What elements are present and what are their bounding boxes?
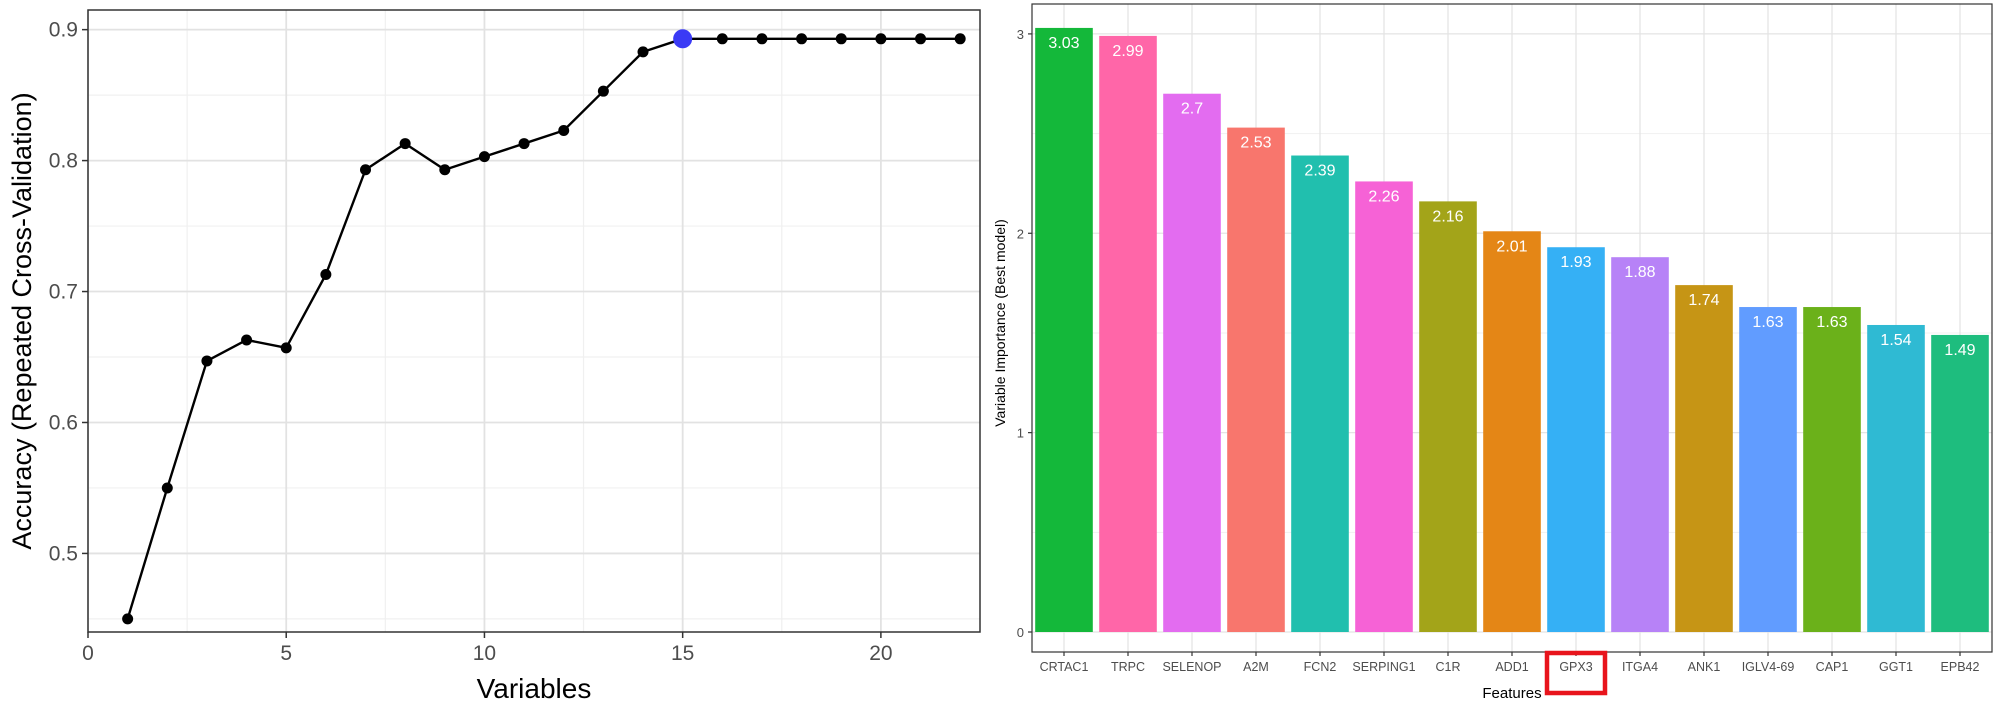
x-axis-title: Features	[1482, 685, 1541, 702]
x-tick-label: FCN2	[1304, 660, 1337, 674]
x-tick-label: 20	[869, 642, 892, 665]
y-tick-label: 0.5	[49, 542, 78, 565]
x-tick-label: SERPING1	[1352, 660, 1415, 674]
bar-value-label: 1.49	[1944, 342, 1975, 359]
x-tick-label: CAP1	[1816, 660, 1849, 674]
accuracy-line-chart: 0 5 10 15 20 0.5 0.6 0.7 0.8 0.9 Variables Accuracy…	[7, 9, 981, 704]
highlight-box	[1544, 650, 1608, 696]
bar-selenop	[1163, 93, 1221, 632]
x-tick-label: 15	[671, 642, 694, 665]
bar-value-label: 2.01	[1496, 238, 1527, 255]
data-point	[597, 85, 609, 97]
bar-itga4	[1611, 257, 1669, 632]
x-tick-label: ANK1	[1688, 660, 1721, 674]
bar-value-label: 1.74	[1688, 292, 1719, 309]
plot-panel	[88, 10, 980, 632]
data-point	[399, 138, 411, 150]
x-tick-label: C1R	[1435, 660, 1460, 674]
bar-value-label: 2.16	[1432, 208, 1463, 225]
bar-value-label: 2.26	[1368, 188, 1399, 205]
data-point	[954, 33, 966, 45]
data-point	[915, 33, 927, 45]
importance-bar-chart: 0 1 2 3 3.03 CRTAC1 2.99 TRPC 2.7 SELENOP 2.53 A2M 2…	[992, 3, 1993, 702]
data-point	[835, 33, 847, 45]
x-tick-label: 10	[473, 642, 496, 665]
x-tick-label: GGT1	[1879, 660, 1913, 674]
bar-value-label: 1.88	[1624, 264, 1655, 281]
x-tick-label: IGLV4-69	[1742, 660, 1795, 674]
data-point	[122, 613, 134, 625]
bar-add1	[1483, 231, 1541, 632]
y-axis-title: Variable Importance (Best model)	[992, 219, 1008, 427]
data-point	[478, 151, 490, 163]
data-point	[637, 46, 649, 58]
bar-value-label: 3.03	[1048, 35, 1079, 52]
bar-fcn2	[1291, 155, 1349, 632]
bar-trpc	[1099, 35, 1157, 632]
bar-value-label: 1.93	[1560, 254, 1591, 271]
x-tick-label: GPX3	[1559, 660, 1592, 674]
bar-a2m	[1227, 127, 1285, 632]
x-tick-label: ADD1	[1495, 660, 1528, 674]
data-point	[280, 342, 292, 354]
bar-epb42	[1931, 334, 1989, 632]
y-tick-label: 0.7	[49, 281, 78, 304]
bar-value-label: 2.99	[1112, 43, 1143, 60]
x-tick-label: 0	[82, 642, 94, 665]
x-tick-label: 5	[280, 642, 292, 665]
bar-gpx3	[1547, 247, 1605, 632]
bar-iglv4-69	[1739, 307, 1797, 632]
data-point	[796, 33, 808, 45]
y-tick-label: 0.6	[49, 411, 78, 434]
plot-border	[87, 9, 981, 633]
bar-c1r	[1419, 201, 1477, 632]
bar-cap1	[1803, 307, 1861, 632]
data-point	[875, 33, 887, 45]
x-tick-label: CRTAC1	[1040, 660, 1089, 674]
y-axis-title: Accuracy (Repeated Cross-Validation)	[7, 92, 37, 549]
bar-serping1	[1355, 181, 1413, 632]
data-point	[320, 269, 332, 281]
bar-ggt1	[1867, 324, 1925, 632]
x-tick-label: SELENOP	[1162, 660, 1221, 674]
y-tick-label: 1	[1017, 426, 1024, 441]
bar-ank1	[1675, 285, 1733, 632]
x-tick-label: EPB42	[1941, 660, 1980, 674]
data-point	[716, 33, 728, 45]
y-tick-label: 0	[1017, 625, 1024, 640]
data-point	[558, 124, 570, 136]
data-point	[161, 482, 173, 494]
data-point	[360, 164, 372, 176]
x-tick-label: ITGA4	[1622, 660, 1658, 674]
data-point	[518, 138, 530, 150]
bar-value-label: 1.54	[1880, 332, 1911, 349]
y-tick-label: 3	[1017, 27, 1024, 42]
y-tick-label: 0.9	[49, 19, 78, 42]
x-tick-label: A2M	[1243, 660, 1269, 674]
data-point	[201, 355, 213, 367]
bar-value-label: 1.63	[1816, 314, 1847, 331]
bar-value-label: 1.63	[1752, 314, 1783, 331]
bar-value-label: 2.7	[1181, 101, 1203, 118]
data-point	[756, 33, 768, 45]
best-point	[673, 29, 693, 49]
y-tick-label: 0.8	[49, 150, 78, 173]
data-point	[439, 164, 451, 176]
x-tick-label: TRPC	[1111, 660, 1145, 674]
data-point	[241, 334, 253, 346]
x-axis-title: Variables	[477, 673, 592, 704]
bar-value-label: 2.53	[1240, 135, 1271, 152]
bar-crtac1	[1035, 27, 1093, 632]
accuracy-series-line	[126, 37, 961, 620]
y-tick-label: 2	[1017, 226, 1024, 241]
bar-value-label: 2.39	[1304, 163, 1335, 180]
